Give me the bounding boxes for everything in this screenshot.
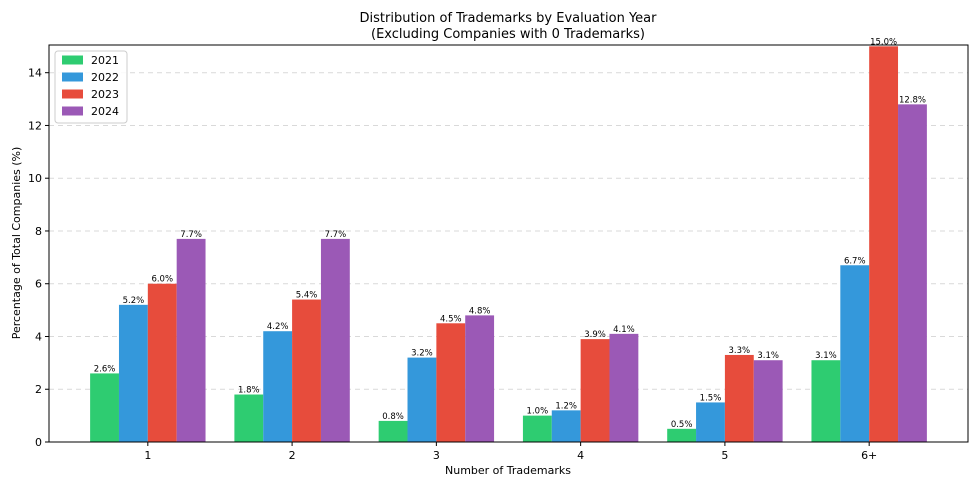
x-axis-ticks: 1 2 3 4 5 6+: [144, 442, 877, 462]
x-tick-label: 6+: [861, 449, 877, 462]
bar-2024-2: [320, 238, 350, 442]
x-tick-label: 1: [144, 449, 151, 462]
bar-2021-4: [522, 415, 552, 442]
bars: [90, 46, 927, 442]
data-label: 3.1%: [815, 351, 837, 361]
bar-2022-3: [407, 357, 437, 442]
data-label: 7.7%: [180, 230, 202, 240]
data-label: 6.0%: [151, 275, 173, 285]
legend-label-2021: 2021: [91, 54, 119, 67]
legend-label-2024: 2024: [91, 105, 119, 118]
x-tick-label: 5: [721, 449, 728, 462]
bar-2021-5: [667, 428, 697, 442]
bar-2021-2: [234, 394, 264, 442]
bar-2024-5: [753, 360, 783, 442]
data-label: 1.8%: [238, 386, 260, 396]
data-label: 3.2%: [411, 349, 433, 359]
data-label: 0.5%: [671, 420, 693, 430]
bar-2024-1: [176, 238, 206, 442]
data-label: 15.0%: [870, 37, 897, 47]
x-tick-label: 3: [433, 449, 440, 462]
data-label: 4.2%: [267, 322, 289, 332]
y-axis-ticks: 0 2 4 6 8 10 12 14: [28, 67, 49, 449]
data-label: 6.7%: [844, 256, 866, 266]
y-tick-label: 0: [35, 436, 42, 449]
y-tick-label: 12: [28, 119, 42, 132]
data-label: 1.2%: [555, 401, 577, 411]
data-label: 5.2%: [123, 296, 145, 306]
bar-2022-2: [263, 331, 293, 442]
bar-2023-5: [724, 354, 754, 442]
data-label: 1.5%: [700, 393, 722, 403]
legend-swatch-2023: [62, 89, 83, 99]
data-label: 7.7%: [325, 230, 347, 240]
data-label: 3.9%: [584, 330, 606, 340]
data-label: 3.3%: [729, 346, 751, 356]
bar-2022-4: [551, 410, 581, 442]
bar-2021-6+: [811, 360, 841, 442]
data-label: 0.8%: [382, 412, 404, 422]
bar-2022-1: [118, 304, 148, 442]
legend-swatch-2024: [62, 106, 83, 116]
plot-frame: [48, 44, 969, 443]
y-tick-label: 10: [28, 172, 42, 185]
data-labels: 2.6% 5.2% 6.0% 7.7% 1.8% 4.2% 5.4% 7.7% 0.8% 3.2%…: [94, 37, 926, 429]
x-tick-label: 2: [289, 449, 296, 462]
bar-2024-3: [465, 315, 495, 442]
data-label: 4.8%: [469, 306, 491, 316]
y-axis-label: Percentage of Total Companies (%): [10, 147, 23, 340]
data-label: 5.4%: [296, 291, 318, 301]
data-label: 3.1%: [757, 351, 779, 361]
data-label: 2.6%: [94, 364, 116, 374]
legend: 2021 2022 2023 2024: [54, 50, 128, 124]
legend-label-2023: 2023: [91, 88, 119, 101]
y-tick-label: 8: [35, 225, 42, 238]
bar-2021-3: [378, 420, 408, 442]
y-tick-label: 2: [35, 383, 42, 396]
bar-2023-3: [436, 323, 466, 442]
bar-2023-2: [292, 299, 321, 442]
bar-2022-6+: [840, 265, 870, 442]
data-label: 1.0%: [527, 407, 549, 417]
legend-swatch-2022: [62, 72, 83, 82]
bar-2024-4: [609, 333, 639, 442]
data-label: 4.5%: [440, 314, 462, 324]
y-tick-label: 6: [35, 278, 42, 291]
bar-2022-5: [696, 402, 725, 442]
chart-title: Distribution of Trademarks by Evaluation…: [360, 11, 658, 26]
bar-2021-1: [90, 373, 119, 442]
x-axis-label: Number of Trademarks: [445, 464, 571, 477]
x-tick-label: 4: [577, 449, 584, 462]
bar-2023-6+: [869, 46, 899, 442]
legend-label-2022: 2022: [91, 71, 119, 84]
y-tick-label: 14: [28, 67, 42, 80]
chart-subtitle: (Excluding Companies with 0 Trademarks): [371, 27, 645, 42]
bar-2024-6+: [898, 104, 927, 442]
data-label: 12.8%: [899, 95, 926, 105]
legend-swatch-2021: [62, 55, 83, 65]
data-label: 4.1%: [613, 325, 635, 335]
y-tick-label: 4: [35, 330, 42, 343]
bar-2023-4: [580, 339, 610, 442]
legend-box: [54, 50, 128, 124]
bar-2023-1: [147, 283, 177, 442]
